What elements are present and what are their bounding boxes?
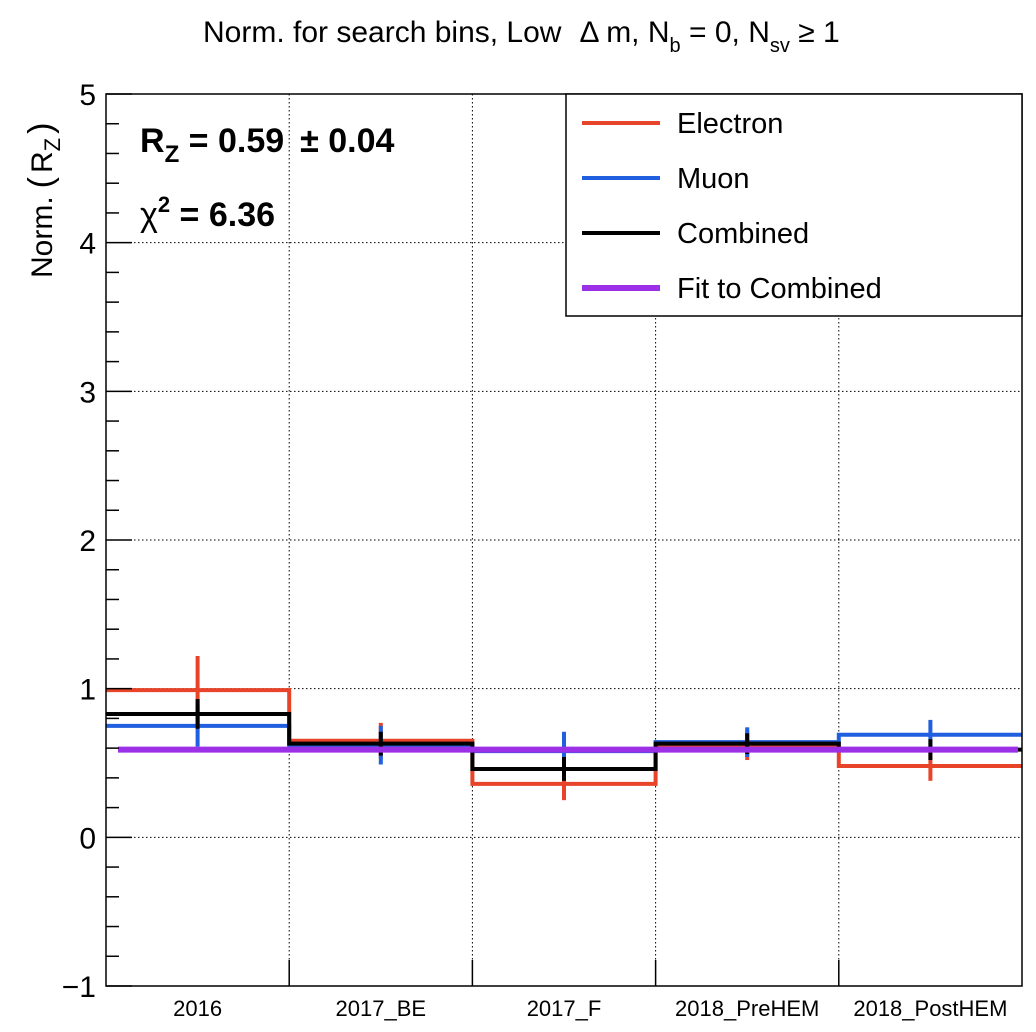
legend-label-electron: Electron — [677, 108, 783, 140]
y-tick-label: 3 — [79, 376, 96, 409]
axes: −1 0 1 2 3 4 5 2016 2017_BE 2017_F 2018_PreHEM 2018… — [62, 79, 1023, 1021]
y-tick-label: −1 — [62, 971, 96, 1004]
y-tick-label: 1 — [79, 674, 96, 707]
x-tick-label: 2016 — [173, 996, 222, 1021]
y-tick-label: 4 — [79, 228, 96, 261]
legend-label-combined: Combined — [677, 218, 809, 250]
data-series — [106, 655, 1022, 801]
y-tick-label: 2 — [79, 525, 96, 558]
y-axis-label: Norm.(RZ) — [22, 123, 65, 278]
legend: Electron Muon Combined Fit to Combined — [565, 93, 1023, 317]
x-tick-label: 2017_F — [527, 996, 602, 1021]
y-tick-label: 0 — [79, 822, 96, 855]
rz-annotation: RZ = 0.59 ± 0.04 — [140, 122, 395, 168]
chart-title: Norm. for search bins, Low Δ m, Nb = 0, N… — [203, 16, 840, 57]
y-tick-label: 5 — [79, 79, 96, 112]
x-tick-label: 2017_BE — [336, 996, 427, 1021]
legend-label-muon: Muon — [677, 163, 750, 195]
legend-box — [565, 93, 1023, 317]
x-tick-label: 2018_PostHEM — [853, 996, 1007, 1021]
x-tick-label: 2018_PreHEM — [675, 996, 819, 1021]
chi2-annotation: χ2 = 6.36 — [140, 192, 275, 234]
legend-label-fit: Fit to Combined — [677, 273, 882, 305]
